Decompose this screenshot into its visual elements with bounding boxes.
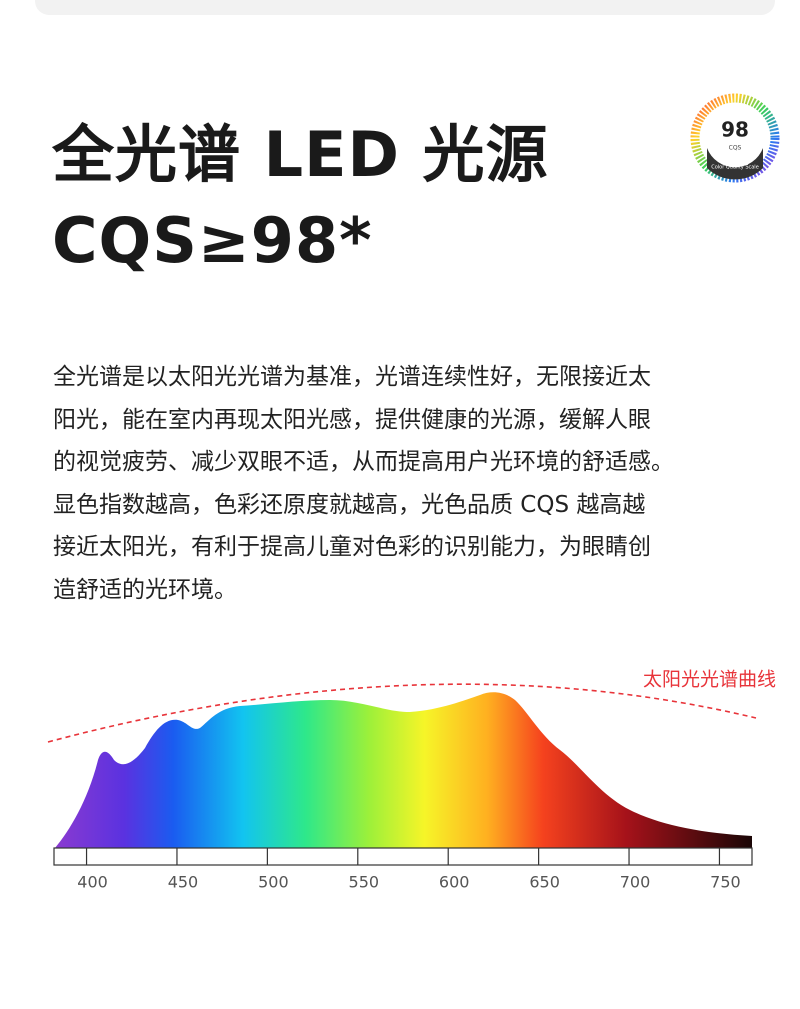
annotation: 太阳光光谱曲线 (643, 669, 776, 691)
spectrum-area (55, 692, 752, 848)
badge-ring (690, 93, 780, 183)
paragraph-line: 的视觉疲劳、减少双眼不适，从而提高用户光环境的舒适感。 (53, 449, 674, 475)
paragraph: 全光谱是以太阳光光谱为基准，光谱连续性好，无限接近太 阳光，能在室内再现太阳光感，… (53, 356, 674, 611)
badge-score: 98 (721, 118, 749, 142)
x-tick-label: 400 (77, 873, 108, 892)
x-tick-label: 750 (710, 873, 741, 892)
x-tick-label: 700 (620, 873, 651, 892)
paragraph-line: 全光谱是以太阳光光谱为基准，光谱连续性好，无限接近太 (53, 364, 651, 390)
x-tick-label: 550 (349, 873, 380, 892)
paragraph-line: 显色指数越高，色彩还原度就越高，光色品质 CQS 越高越 (53, 491, 646, 518)
top-bar (35, 0, 775, 15)
paragraph-line: 接近太阳光，有利于提高儿童对色彩的识别能力，为眼睛创 (53, 534, 651, 560)
sunlight-curve (47, 683, 757, 743)
paragraph-line: 造舒适的光环境。 (53, 576, 237, 603)
x-tick-label: 600 (439, 873, 470, 892)
title: 全光谱 LED 光源 CQS≥98* (52, 112, 549, 284)
x-tick-label: 650 (529, 873, 560, 892)
badge-inner (704, 107, 766, 169)
badge-band (707, 148, 763, 180)
cqs-badge: 98 CQS Color Quality Scale (690, 93, 780, 183)
badge-label: CQS (729, 145, 742, 152)
badge-caption: Color Quality Scale (711, 165, 759, 171)
title-line: 全光谱 LED 光源 (52, 118, 549, 191)
title-line: CQS≥98* (52, 204, 373, 277)
x-tick-label: 500 (258, 873, 289, 892)
x-tick-label: 450 (168, 873, 199, 892)
paragraph-line: 阳光，能在室内再现太阳光感，提供健康的光源，缓解人眼 (53, 406, 651, 433)
axis-box (53, 847, 753, 866)
